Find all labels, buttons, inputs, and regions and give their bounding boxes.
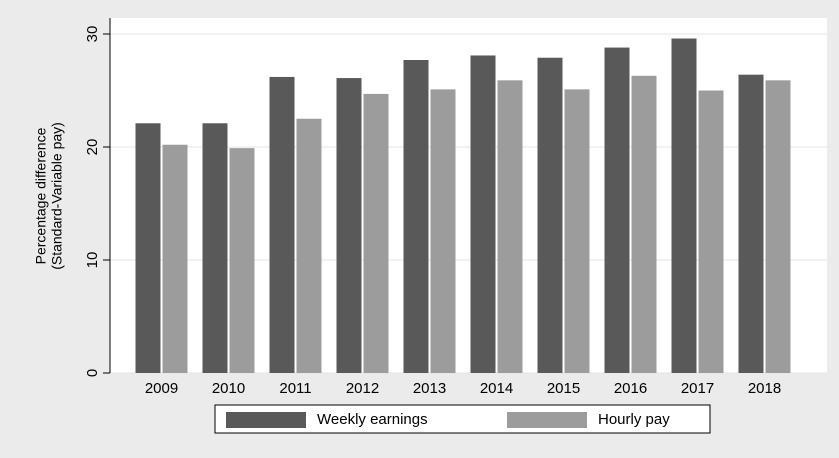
legend-swatch — [507, 412, 587, 428]
x-tick-label: 2015 — [547, 380, 580, 397]
x-tick-label: 2009 — [145, 380, 178, 397]
bar — [537, 57, 563, 373]
bar — [363, 93, 389, 373]
bar — [403, 59, 429, 374]
bar — [202, 123, 228, 374]
bar — [336, 78, 362, 373]
y-axis-label: Percentage difference — [33, 127, 49, 264]
y-tick-label: 10 — [84, 252, 101, 269]
y-tick-label: 20 — [84, 139, 101, 156]
x-tick-label: 2016 — [614, 380, 647, 397]
bar — [765, 80, 791, 373]
bar — [470, 55, 496, 373]
bar — [631, 75, 657, 373]
legend-label: Hourly pay — [598, 411, 670, 428]
legend-label: Weekly earnings — [317, 411, 428, 428]
bar — [229, 148, 255, 373]
x-tick-label: 2012 — [346, 380, 379, 397]
x-tick-label: 2010 — [212, 380, 245, 397]
x-tick-label: 2011 — [279, 380, 311, 397]
bar — [564, 89, 590, 374]
bar — [296, 118, 322, 373]
y-tick-label: 30 — [84, 26, 101, 43]
bar — [671, 38, 697, 374]
bar — [135, 123, 161, 374]
bar — [430, 89, 456, 374]
x-tick-label: 2013 — [413, 380, 446, 397]
y-axis-label: (Standard-Variable pay) — [49, 122, 65, 270]
x-tick-label: 2017 — [681, 380, 714, 397]
bar — [738, 74, 764, 374]
bar — [162, 144, 188, 373]
bar — [604, 47, 630, 374]
x-tick-label: 2014 — [480, 380, 513, 397]
bar — [497, 80, 523, 373]
bar — [698, 90, 724, 373]
y-tick-label: 0 — [84, 369, 101, 377]
x-tick-label: 2018 — [748, 380, 781, 397]
legend-swatch — [226, 412, 306, 428]
bar — [269, 76, 295, 373]
